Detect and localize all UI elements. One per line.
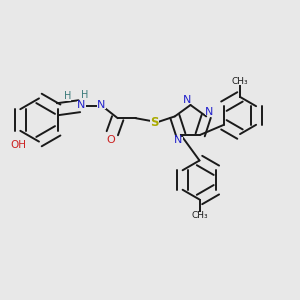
Text: N: N [77,100,85,110]
Text: CH₃: CH₃ [191,212,208,220]
Bar [13,140,25,150]
Bar [76,101,85,109]
Bar [183,97,192,104]
Text: N: N [174,135,183,145]
Text: OH: OH [11,140,27,150]
Bar [81,91,88,99]
Text: CH₃: CH₃ [232,77,248,86]
Text: N: N [183,95,192,105]
Text: H: H [64,91,71,101]
Bar [174,136,183,144]
Bar [193,212,206,220]
Text: O: O [106,135,115,145]
Bar [149,118,158,126]
Bar [97,101,106,109]
Bar [234,77,246,86]
Bar [63,92,71,100]
Text: S: S [150,116,159,129]
Text: H: H [81,90,88,100]
Bar [205,108,213,115]
Bar [106,136,115,144]
Text: N: N [97,100,106,110]
Text: N: N [205,106,213,117]
